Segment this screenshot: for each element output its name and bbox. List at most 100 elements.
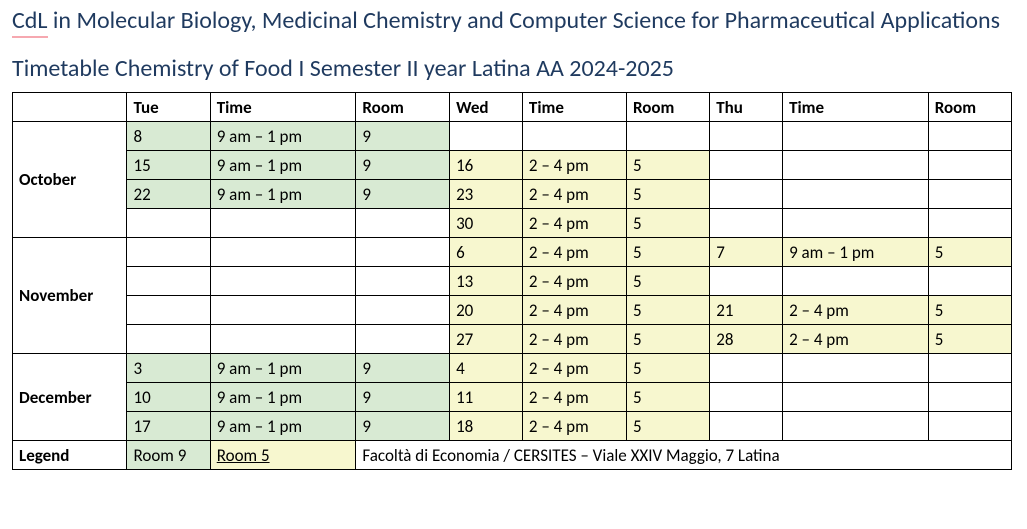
cell-thu-room bbox=[928, 122, 1011, 151]
legend-label: Legend bbox=[13, 441, 127, 470]
cell-wed-room: 5 bbox=[626, 238, 709, 267]
legend-room5-text: Room 5 bbox=[217, 445, 270, 466]
cell-thu bbox=[710, 151, 783, 180]
cell-tue-room: 9 bbox=[356, 180, 450, 209]
cell-thu-room: 5 bbox=[928, 296, 1011, 325]
cell-thu bbox=[710, 412, 783, 441]
cell-wed bbox=[450, 122, 523, 151]
cell-tue-time bbox=[210, 267, 356, 296]
timetable: Tue Time Room Wed Time Room Thu Time Roo… bbox=[12, 92, 1012, 470]
cell-tue-time bbox=[210, 238, 356, 267]
cell-tue bbox=[127, 296, 210, 325]
header-tue-room: Room bbox=[356, 93, 450, 122]
cell-tue-room bbox=[356, 325, 450, 354]
cell-thu-time bbox=[783, 151, 929, 180]
header-tue: Tue bbox=[127, 93, 210, 122]
cell-tue-room bbox=[356, 238, 450, 267]
cell-wed: 27 bbox=[450, 325, 523, 354]
cell-thu bbox=[710, 354, 783, 383]
cell-wed-time: 2 – 4 pm bbox=[522, 412, 626, 441]
cell-wed: 23 bbox=[450, 180, 523, 209]
page-title: CdL in Molecular Biology, Medicinal Chem… bbox=[12, 6, 1015, 36]
month-october: October bbox=[13, 122, 127, 238]
cell-wed-room: 5 bbox=[626, 383, 709, 412]
cell-thu-room bbox=[928, 151, 1011, 180]
cell-thu bbox=[710, 267, 783, 296]
cell-tue-room bbox=[356, 267, 450, 296]
cell-wed-time: 2 – 4 pm bbox=[522, 209, 626, 238]
cell-wed-time: 2 – 4 pm bbox=[522, 296, 626, 325]
header-thu-time: Time bbox=[783, 93, 929, 122]
cell-wed-time: 2 – 4 pm bbox=[522, 238, 626, 267]
cell-thu: 28 bbox=[710, 325, 783, 354]
cell-tue-room: 9 bbox=[356, 412, 450, 441]
cell-wed-time bbox=[522, 122, 626, 151]
cell-thu-room bbox=[928, 267, 1011, 296]
cell-tue-time: 9 am – 1 pm bbox=[210, 151, 356, 180]
table-row: November 6 2 – 4 pm 5 7 9 am – 1 pm 5 bbox=[13, 238, 1012, 267]
cell-wed: 20 bbox=[450, 296, 523, 325]
cell-wed-time: 2 – 4 pm bbox=[522, 325, 626, 354]
cell-tue-time: 9 am – 1 pm bbox=[210, 180, 356, 209]
cell-tue-time: 9 am – 1 pm bbox=[210, 354, 356, 383]
table-row: 10 9 am – 1 pm 9 11 2 – 4 pm 5 bbox=[13, 383, 1012, 412]
header-row: Tue Time Room Wed Time Room Thu Time Roo… bbox=[13, 93, 1012, 122]
table-row: 20 2 – 4 pm 5 21 2 – 4 pm 5 bbox=[13, 296, 1012, 325]
cell-tue-time: 9 am – 1 pm bbox=[210, 383, 356, 412]
cell-tue bbox=[127, 325, 210, 354]
cell-thu-room bbox=[928, 412, 1011, 441]
cell-tue-time bbox=[210, 209, 356, 238]
cell-tue: 3 bbox=[127, 354, 210, 383]
cell-tue: 17 bbox=[127, 412, 210, 441]
cell-wed-room: 5 bbox=[626, 354, 709, 383]
cell-tue-room bbox=[356, 209, 450, 238]
cell-wed: 16 bbox=[450, 151, 523, 180]
table-row: 15 9 am – 1 pm 9 16 2 – 4 pm 5 bbox=[13, 151, 1012, 180]
cell-thu-time bbox=[783, 412, 929, 441]
cell-wed: 13 bbox=[450, 267, 523, 296]
cell-tue-time bbox=[210, 296, 356, 325]
cell-wed-room: 5 bbox=[626, 180, 709, 209]
cell-thu bbox=[710, 180, 783, 209]
legend-row: Legend Room 9 Room 5 Facoltà di Economia… bbox=[13, 441, 1012, 470]
cell-tue bbox=[127, 209, 210, 238]
cell-thu: 21 bbox=[710, 296, 783, 325]
legend-room9: Room 9 bbox=[127, 441, 210, 470]
header-wed-room: Room bbox=[626, 93, 709, 122]
page-subtitle: Timetable Chemistry of Food I Semester I… bbox=[12, 54, 1015, 84]
cell-thu-time bbox=[783, 267, 929, 296]
cell-thu: 7 bbox=[710, 238, 783, 267]
cell-thu-time bbox=[783, 122, 929, 151]
cell-wed-time: 2 – 4 pm bbox=[522, 180, 626, 209]
cell-wed-room: 5 bbox=[626, 412, 709, 441]
cell-tue: 22 bbox=[127, 180, 210, 209]
cell-thu-time: 2 – 4 pm bbox=[783, 325, 929, 354]
page: CdL in Molecular Biology, Medicinal Chem… bbox=[0, 0, 1027, 470]
cell-tue-room: 9 bbox=[356, 383, 450, 412]
cell-tue bbox=[127, 238, 210, 267]
cell-thu-time bbox=[783, 209, 929, 238]
cell-tue-room: 9 bbox=[356, 122, 450, 151]
cell-thu-time: 9 am – 1 pm bbox=[783, 238, 929, 267]
cell-tue: 15 bbox=[127, 151, 210, 180]
header-wed: Wed bbox=[450, 93, 523, 122]
cell-wed-time: 2 – 4 pm bbox=[522, 354, 626, 383]
header-thu: Thu bbox=[710, 93, 783, 122]
header-thu-room: Room bbox=[928, 93, 1011, 122]
cell-wed-room: 5 bbox=[626, 325, 709, 354]
cell-thu-time: 2 – 4 pm bbox=[783, 296, 929, 325]
cell-wed-room: 5 bbox=[626, 296, 709, 325]
cell-wed-time: 2 – 4 pm bbox=[522, 267, 626, 296]
cell-wed-room bbox=[626, 122, 709, 151]
table-row: 30 2 – 4 pm 5 bbox=[13, 209, 1012, 238]
table-row: 17 9 am – 1 pm 9 18 2 – 4 pm 5 bbox=[13, 412, 1012, 441]
cell-tue: 10 bbox=[127, 383, 210, 412]
cell-wed: 18 bbox=[450, 412, 523, 441]
cell-thu-room bbox=[928, 354, 1011, 383]
cell-tue-time bbox=[210, 325, 356, 354]
table-row: 13 2 – 4 pm 5 bbox=[13, 267, 1012, 296]
title-prefix: CdL bbox=[12, 6, 48, 38]
cell-tue-time: 9 am – 1 pm bbox=[210, 122, 356, 151]
cell-wed-room: 5 bbox=[626, 209, 709, 238]
header-wed-time: Time bbox=[522, 93, 626, 122]
